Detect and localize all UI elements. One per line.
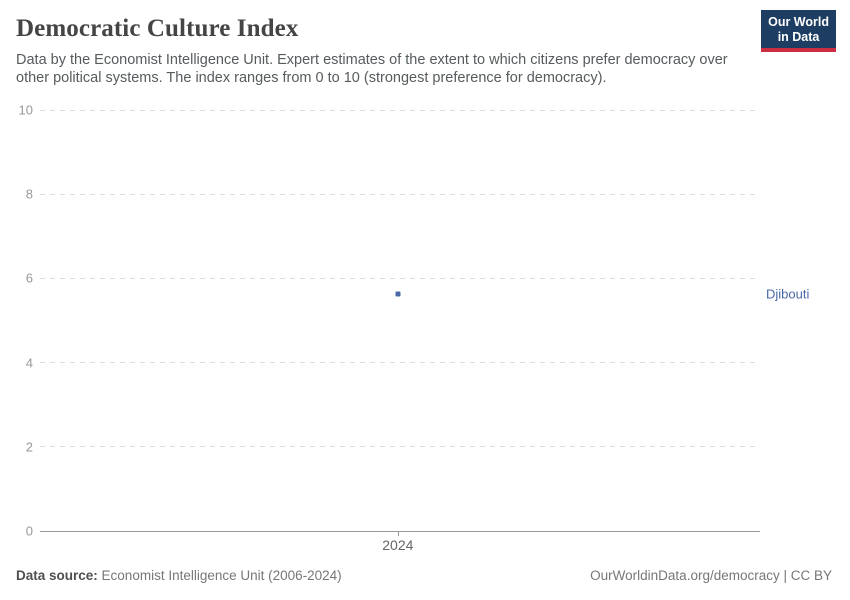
owid-logo[interactable]: Our World in Data: [761, 10, 836, 52]
x-axis-line: [40, 530, 760, 532]
gridline: [40, 362, 760, 364]
gridline: [40, 109, 760, 111]
data-point-djibouti[interactable]: [395, 291, 401, 297]
x-tick-label: 2024: [382, 537, 414, 553]
y-tick-label: 0: [25, 523, 33, 539]
credit-link[interactable]: OurWorldinData.org/democracy | CC BY: [590, 568, 832, 583]
gridline: [40, 277, 760, 279]
y-tick-label: 10: [18, 102, 33, 118]
y-tick-label: 2: [25, 439, 33, 455]
chart-subtitle: Data by the Economist Intelligence Unit.…: [16, 52, 728, 86]
y-tick-label: 8: [25, 186, 33, 202]
gridline: [40, 193, 760, 195]
data-source: Data source: Economist Intelligence Unit…: [16, 568, 342, 583]
logo-line1: Our World: [768, 15, 829, 29]
x-tick-mark: [397, 531, 399, 536]
chart-footer: Data source: Economist Intelligence Unit…: [16, 568, 832, 583]
entity-label-djibouti[interactable]: Djibouti: [766, 286, 810, 302]
y-tick-label: 6: [25, 270, 33, 286]
y-tick-label: 4: [25, 355, 33, 371]
page-title: Democratic Culture Index: [16, 15, 299, 42]
data-source-label: Data source:: [16, 568, 98, 583]
logo-line2: in Data: [777, 29, 820, 44]
data-source-value: Economist Intelligence Unit (2006-2024): [101, 568, 342, 583]
gridline: [40, 446, 760, 448]
